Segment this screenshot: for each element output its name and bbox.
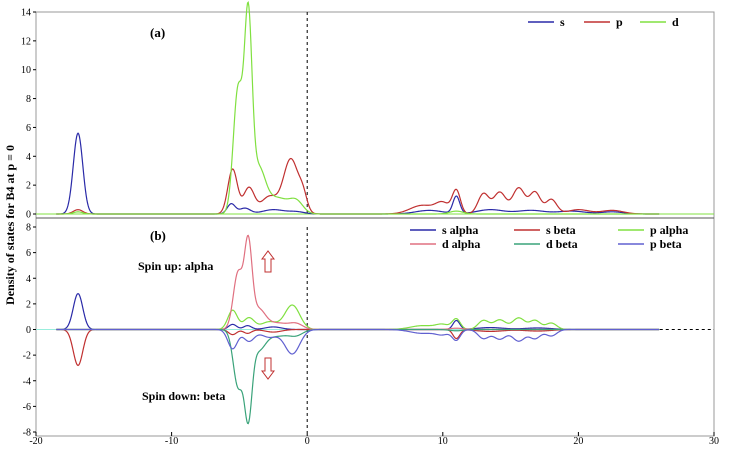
x-tick-label: 30	[709, 436, 719, 447]
y-tick-label: -4	[23, 376, 31, 387]
up-arrow-icon	[261, 250, 275, 273]
legend-label: s	[560, 15, 565, 29]
x-tick-label: -10	[165, 436, 178, 447]
y-tick-label: 8	[26, 94, 31, 105]
x-tick-label: 0	[305, 436, 310, 447]
legend-label: p alpha	[650, 223, 688, 237]
y-tick-label: -2	[23, 351, 31, 362]
series-line-s-beta	[56, 328, 660, 367]
y-tick-label: -6	[23, 402, 31, 413]
legend-label: s beta	[546, 223, 576, 237]
down-arrow-icon	[261, 357, 275, 380]
y-tick-label: 8	[26, 223, 31, 234]
y-tick-label: 10	[21, 65, 31, 76]
series-line-s	[56, 132, 660, 215]
y-tick-label: 6	[26, 123, 31, 134]
spin-down-annotation: Spin down: beta	[142, 389, 225, 403]
legend-label: d	[672, 15, 679, 29]
y-tick-label: 14	[21, 8, 31, 19]
series-line-p	[56, 157, 660, 215]
legend-label: s alpha	[442, 223, 478, 237]
plot-frame	[35, 11, 715, 437]
x-tick-label: 20	[573, 436, 583, 447]
y-tick-label: 0	[26, 325, 31, 336]
series-line-s-alpha	[56, 292, 660, 331]
panel-a-label: (a)	[150, 25, 165, 40]
spin-up-annotation: Spin up: alpha	[138, 259, 213, 273]
x-tick-label: -20	[29, 436, 42, 447]
y-tick-label: 6	[26, 248, 31, 259]
legend-label: d alpha	[442, 237, 480, 251]
series-line-p-beta	[56, 328, 660, 355]
x-tick-label: 10	[438, 436, 448, 447]
y-tick-label: 4	[26, 274, 31, 285]
series-line-d-beta	[56, 328, 660, 425]
panel-b-label: (b)	[150, 228, 166, 243]
y-tick-label: 2	[26, 181, 31, 192]
series-line-p-alpha	[56, 304, 660, 331]
y-tick-label: -8	[23, 428, 31, 439]
y-tick-label: 2	[26, 299, 31, 310]
series-line-d	[56, 1, 660, 215]
y-tick-label: 12	[21, 36, 31, 47]
y-axis-title: Density of states for B4 at p = 0	[3, 145, 17, 305]
legend-label: d beta	[546, 237, 578, 251]
y-tick-label: 0	[26, 210, 31, 221]
legend-label: p beta	[650, 237, 682, 251]
y-tick-label: 4	[26, 152, 31, 163]
legend-label: p	[616, 15, 623, 29]
